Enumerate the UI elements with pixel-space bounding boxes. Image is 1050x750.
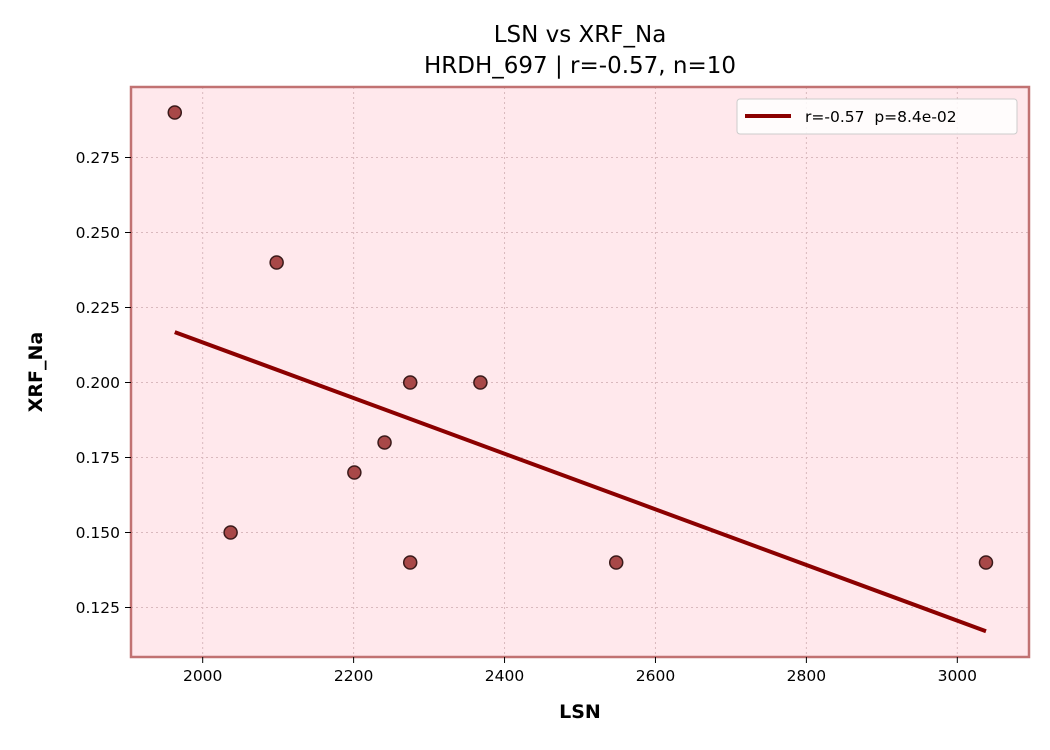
- y-tick-label: 0.225: [76, 299, 120, 317]
- x-tick-label: 2600: [636, 667, 675, 685]
- x-tick-label: 2800: [787, 667, 826, 685]
- x-tick-label: 2400: [485, 667, 524, 685]
- plot-area: [131, 87, 1029, 657]
- chart-title: LSN vs XRF_Na: [493, 22, 667, 48]
- x-tick-label: 2200: [334, 667, 373, 685]
- grid: [131, 87, 1029, 657]
- x-axis-label: LSN: [559, 701, 601, 723]
- chart-subtitle: HRDH_697 | r=-0.57, n=10: [423, 53, 737, 79]
- legend-label: r=-0.57 p=8.4e-02: [805, 108, 957, 126]
- x-tick-label: 2000: [183, 667, 222, 685]
- regression-line: [174, 330, 987, 634]
- plot-frame: [129, 85, 1031, 659]
- x-axis: 2000 2200 2400 2600 2800 3000: [183, 657, 977, 685]
- legend: r=-0.57 p=8.4e-02: [736, 98, 1018, 135]
- y-tick-label: 0.200: [76, 374, 120, 392]
- data-point: [402, 375, 418, 390]
- data-points: [167, 105, 994, 570]
- data-point: [978, 555, 994, 570]
- data-point: [347, 465, 362, 480]
- x-tick-label: 3000: [938, 667, 977, 685]
- data-point: [223, 525, 238, 540]
- y-tick-label: 0.175: [76, 449, 120, 467]
- legend-box: [736, 98, 1018, 135]
- data-point: [402, 555, 418, 570]
- y-tick-label: 0.150: [76, 524, 120, 542]
- data-point: [377, 435, 392, 450]
- y-tick-label: 0.250: [76, 224, 120, 242]
- data-point: [269, 255, 284, 270]
- data-point: [167, 105, 183, 120]
- y-axis: 0.125 0.150 0.175 0.200 0.225 0.250 0.275: [76, 149, 131, 617]
- y-tick-label: 0.125: [76, 599, 120, 617]
- y-tick-label: 0.275: [76, 149, 120, 167]
- y-axis-label: XRF_Na: [25, 332, 47, 412]
- data-point: [608, 555, 624, 570]
- regression-line-group: [174, 330, 987, 634]
- data-point: [473, 375, 488, 390]
